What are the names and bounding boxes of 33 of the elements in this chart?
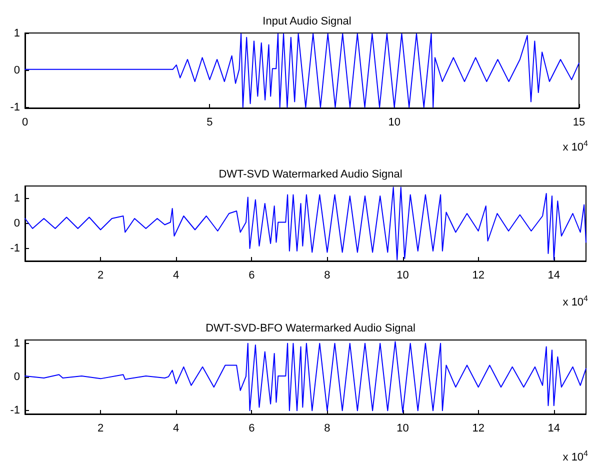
- y-tick-label: 0: [14, 64, 20, 76]
- y-tick-label: 1: [14, 192, 20, 204]
- x-tick-label: 2: [97, 422, 104, 434]
- x-tick-label: 8: [324, 270, 330, 282]
- y-tick-label: 1: [14, 28, 20, 40]
- chart-title: Input Audio Signal: [262, 16, 352, 28]
- x-tick-label: 14: [548, 422, 560, 434]
- y-tick-label: 0: [14, 371, 20, 383]
- x-tick-label: 14: [548, 270, 560, 282]
- line-series: [24, 341, 586, 413]
- line-series: [24, 33, 580, 108]
- x-tick-label: 2: [97, 270, 104, 282]
- chart-title: DWT-SVD Watermarked Audio Signal: [218, 168, 402, 180]
- x-tick-label: 10: [388, 116, 400, 128]
- y-tick-label: -1: [10, 242, 20, 254]
- chart-title: DWT-SVD-BFO Watermarked Audio Signal: [206, 322, 416, 334]
- x-tick-label: 6: [248, 270, 255, 282]
- x-tick-label: 0: [22, 116, 28, 128]
- x-tick-label: 15: [572, 116, 586, 128]
- line-series: [24, 186, 586, 260]
- x-tick-label: 10: [396, 422, 409, 434]
- x-tick-label: 12: [472, 422, 484, 434]
- x-tick-label: 4: [173, 422, 180, 434]
- x-tick-label: 4: [173, 270, 180, 282]
- x-tick-label: 8: [324, 422, 330, 434]
- y-tick-label: 0: [14, 218, 20, 230]
- y-tick-label: 1: [14, 337, 20, 350]
- x-tick-label: 12: [472, 270, 484, 282]
- y-tick-label: -1: [10, 101, 20, 114]
- y-tick-label: -1: [10, 404, 20, 417]
- x-tick-label: 10: [396, 270, 409, 282]
- x-tick-label: 6: [248, 422, 255, 434]
- x-tick-label: 5: [206, 116, 213, 128]
